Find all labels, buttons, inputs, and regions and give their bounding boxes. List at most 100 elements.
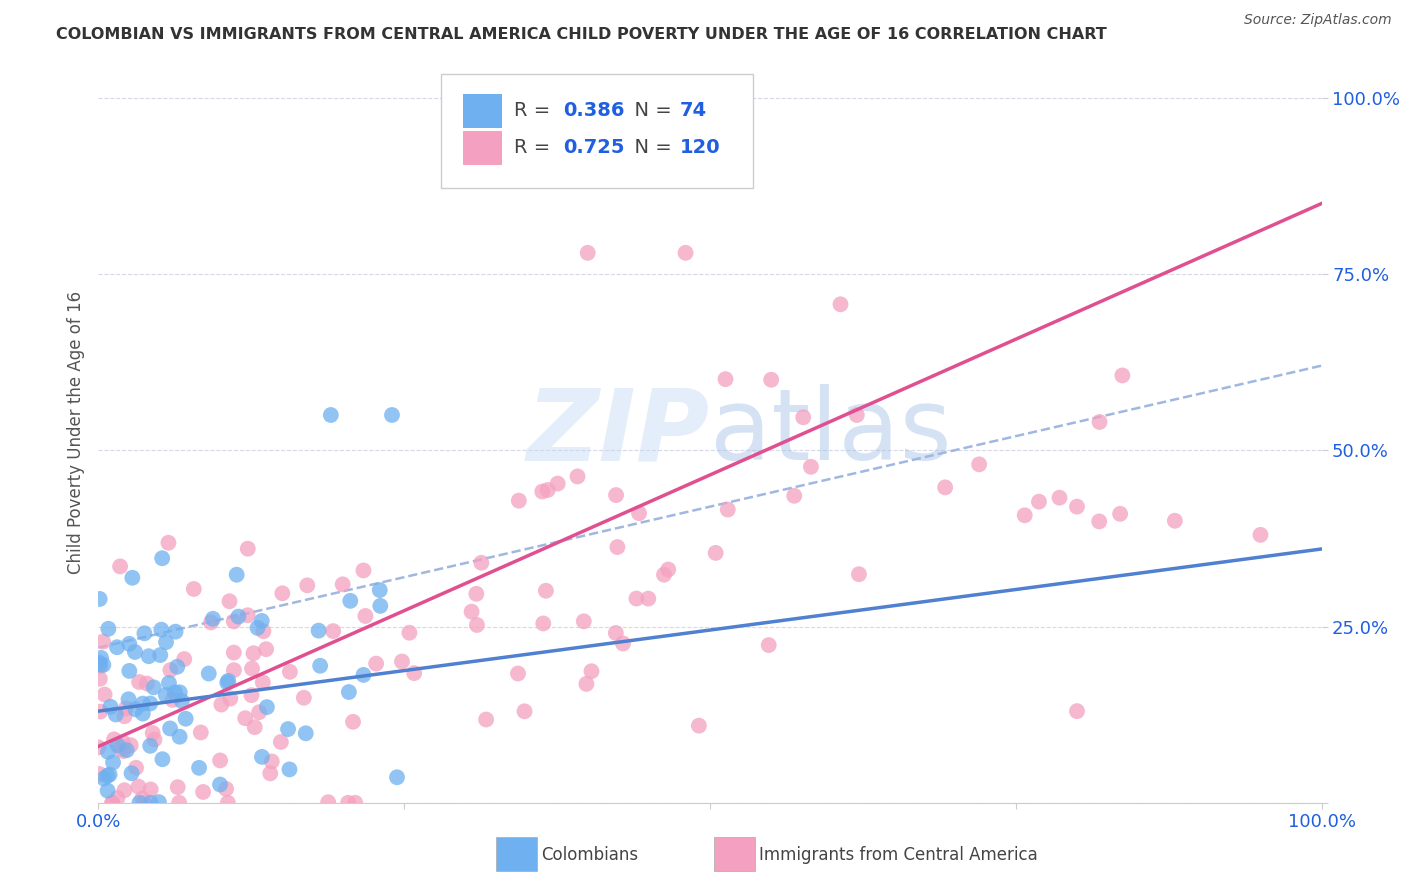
Point xyxy=(675,245,697,260)
Point xyxy=(354,609,377,624)
Point xyxy=(217,796,239,810)
Point xyxy=(567,469,589,483)
Point xyxy=(108,559,131,574)
Text: Immigrants from Central America: Immigrants from Central America xyxy=(759,846,1038,863)
Point xyxy=(250,750,273,764)
Point xyxy=(132,706,155,721)
Point xyxy=(209,698,232,712)
Text: COLOMBIAN VS IMMIGRANTS FROM CENTRAL AMERICA CHILD POVERTY UNDER THE AGE OF 16 C: COLOMBIAN VS IMMIGRANTS FROM CENTRAL AME… xyxy=(56,27,1107,42)
Point xyxy=(149,648,172,662)
Point xyxy=(89,767,111,781)
Point xyxy=(352,564,374,578)
Point xyxy=(89,672,111,686)
Y-axis label: Child Poverty Under the Age of 16: Child Poverty Under the Age of 16 xyxy=(66,291,84,574)
Point xyxy=(131,791,153,805)
Point xyxy=(278,763,301,777)
Point xyxy=(508,493,530,508)
Point xyxy=(1111,368,1133,383)
Point xyxy=(115,743,138,757)
Point xyxy=(513,704,536,718)
Point xyxy=(339,594,361,608)
Point xyxy=(1249,528,1271,542)
Point xyxy=(1049,491,1071,505)
Point xyxy=(967,458,990,472)
Point xyxy=(278,665,301,679)
Point xyxy=(470,556,492,570)
Point xyxy=(87,740,110,755)
Point xyxy=(228,609,250,624)
Point xyxy=(138,649,160,664)
Point xyxy=(1066,500,1088,514)
Point xyxy=(209,753,232,767)
Point xyxy=(297,578,319,592)
Point xyxy=(118,637,141,651)
Point xyxy=(173,652,195,666)
Point xyxy=(90,651,112,665)
Point xyxy=(87,656,110,670)
Point xyxy=(714,372,737,386)
Point xyxy=(159,722,181,736)
Point xyxy=(460,605,482,619)
Point xyxy=(222,663,245,677)
Point xyxy=(236,608,259,623)
Point xyxy=(139,796,162,810)
Point xyxy=(89,591,111,606)
Point xyxy=(93,772,115,786)
Text: 120: 120 xyxy=(679,138,720,157)
Point xyxy=(657,562,679,576)
Point xyxy=(319,408,342,422)
Point xyxy=(134,626,156,640)
Point xyxy=(89,659,111,673)
Point xyxy=(166,659,188,673)
Point xyxy=(531,616,554,631)
Point xyxy=(157,676,180,690)
Point xyxy=(1088,515,1111,529)
Point xyxy=(124,645,146,659)
Point xyxy=(170,694,193,708)
Point xyxy=(148,795,170,809)
Point xyxy=(1014,508,1036,523)
Point xyxy=(1088,415,1111,429)
Point xyxy=(159,663,181,677)
Point xyxy=(188,761,211,775)
Point xyxy=(169,685,191,699)
Point xyxy=(800,459,823,474)
Point xyxy=(110,742,132,756)
Point xyxy=(97,783,120,797)
Point xyxy=(139,697,162,711)
Point xyxy=(252,675,274,690)
Point xyxy=(93,688,115,702)
Point xyxy=(246,621,269,635)
Text: R =: R = xyxy=(515,101,557,120)
Point xyxy=(163,685,186,699)
Point xyxy=(142,681,165,695)
Point xyxy=(259,766,281,780)
Point xyxy=(120,738,142,752)
Point xyxy=(688,719,710,733)
Point xyxy=(271,586,294,600)
Point xyxy=(391,655,413,669)
Point xyxy=(792,410,814,425)
Point xyxy=(606,540,628,554)
Point xyxy=(783,489,806,503)
Text: atlas: atlas xyxy=(710,384,952,481)
Point xyxy=(1109,507,1132,521)
Point xyxy=(142,726,165,740)
Point xyxy=(242,646,264,660)
Point xyxy=(169,730,191,744)
Text: Source: ZipAtlas.com: Source: ZipAtlas.com xyxy=(1244,13,1392,28)
Point xyxy=(121,766,143,780)
Point xyxy=(167,796,190,810)
Point xyxy=(830,297,852,311)
Point xyxy=(89,657,111,672)
Point xyxy=(105,791,128,805)
Point xyxy=(139,739,162,753)
Point xyxy=(101,796,124,810)
Point xyxy=(165,624,187,639)
Point xyxy=(114,783,136,797)
Point xyxy=(292,690,315,705)
Point xyxy=(103,732,125,747)
Point xyxy=(368,583,391,598)
Point xyxy=(91,634,114,648)
Point xyxy=(243,720,266,734)
